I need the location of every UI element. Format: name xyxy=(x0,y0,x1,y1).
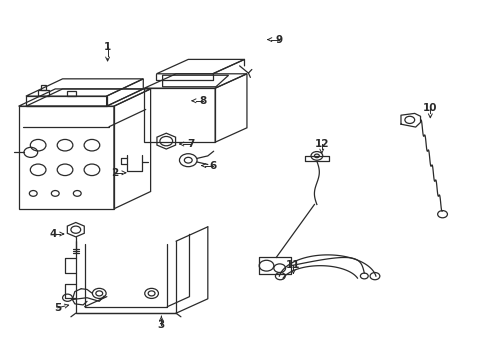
Text: 2: 2 xyxy=(111,168,118,178)
Text: 3: 3 xyxy=(158,320,164,330)
Text: 12: 12 xyxy=(314,139,328,149)
Text: 8: 8 xyxy=(199,96,206,106)
Text: 7: 7 xyxy=(186,139,194,149)
Text: 5: 5 xyxy=(54,303,61,313)
Text: 10: 10 xyxy=(422,103,437,113)
Text: 9: 9 xyxy=(275,35,282,45)
Text: 6: 6 xyxy=(209,161,216,171)
Text: 4: 4 xyxy=(49,229,57,239)
Text: 1: 1 xyxy=(104,42,111,52)
Text: 11: 11 xyxy=(285,260,300,270)
